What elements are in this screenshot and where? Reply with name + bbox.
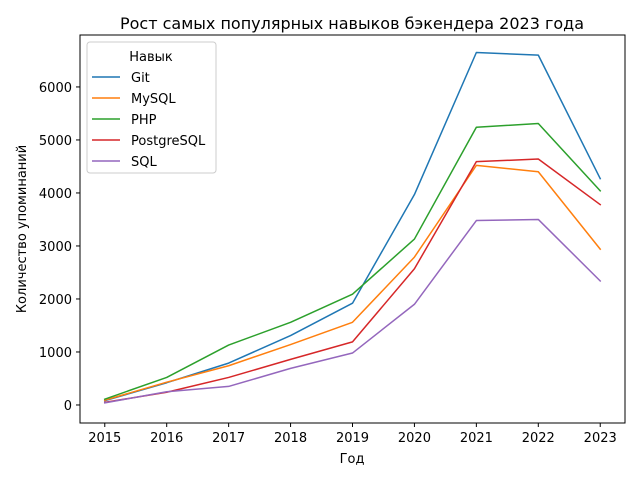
series-line-mysql [103,164,602,402]
series-line-sql [103,218,602,404]
series-line-php [103,122,602,401]
x-tick-label: 2020 [398,431,431,446]
y-axis-label: Количество упоминаний [15,145,30,313]
legend-label-mysql: MySQL [131,92,176,107]
y-tick-label: 2000 [39,293,72,308]
y-tick-label: 1000 [39,346,72,361]
x-tick-label: 2015 [88,431,121,446]
legend-title: Навык [129,50,173,65]
y-tick-label: 6000 [39,81,72,96]
x-tick-label: 2016 [150,431,183,446]
y-tick-label: 3000 [39,240,72,255]
legend-label-php: PHP [131,113,157,128]
x-tick-label: 2023 [584,431,617,446]
y-tick-label: 4000 [39,187,72,202]
series-layer [103,51,602,404]
y-axis: 0 1000 2000 3000 4000 5000 6000 [39,81,80,414]
x-tick-label: 2019 [336,431,369,446]
legend-label-postgresql: PostgreSQL [131,134,206,149]
legend-label-sql: SQL [131,155,157,170]
x-tick-label: 2021 [460,431,493,446]
legend: Навык Git MySQL PHP PostgreSQL SQL [86,41,217,174]
series-line-postgresql [103,158,602,404]
chart-title: Рост самых популярных навыков бэкендера … [120,14,584,33]
x-axis-label: Год [340,452,365,467]
x-tick-label: 2018 [274,431,307,446]
legend-label-git: Git [131,71,150,86]
y-tick-label: 5000 [39,134,72,149]
x-axis: 2015 2016 2017 2018 2019 2020 2021 2022 2023 [88,423,617,446]
y-tick-label: 0 [64,399,72,414]
x-tick-label: 2022 [522,431,555,446]
x-tick-label: 2017 [212,431,245,446]
